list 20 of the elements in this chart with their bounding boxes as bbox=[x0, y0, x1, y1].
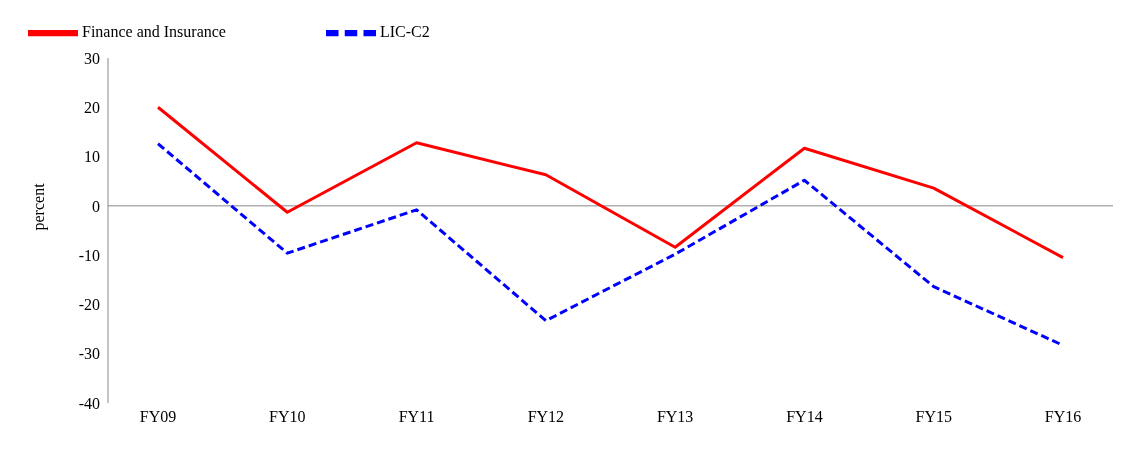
line-series bbox=[156, 105, 1065, 260]
x-tick-label: FY13 bbox=[656, 408, 694, 426]
x-tick-label: FY16 bbox=[1044, 408, 1082, 426]
y-axis-title: percent bbox=[29, 182, 48, 231]
y-tick-label: -30 bbox=[78, 345, 100, 363]
y-tick-label: 20 bbox=[84, 98, 100, 116]
x-tick-label: FY10 bbox=[269, 408, 306, 426]
y-tick-label: 0 bbox=[92, 197, 100, 215]
y-tick-label: -20 bbox=[78, 296, 100, 314]
x-tick-label: FY14 bbox=[786, 408, 823, 426]
x-tick-label: FY11 bbox=[398, 408, 435, 426]
legend-label: LIC-C2 bbox=[379, 22, 430, 40]
y-tick-label: 30 bbox=[84, 49, 100, 67]
x-tick-label: FY12 bbox=[527, 408, 565, 426]
y-tick-label: 10 bbox=[84, 148, 100, 166]
legend-label: Finance and Insurance bbox=[82, 22, 226, 40]
x-tick-label: FY15 bbox=[915, 408, 952, 426]
y-tick-label: -40 bbox=[78, 394, 100, 412]
y-tick-label: -10 bbox=[78, 246, 100, 264]
x-tick-label: FY09 bbox=[139, 408, 177, 426]
